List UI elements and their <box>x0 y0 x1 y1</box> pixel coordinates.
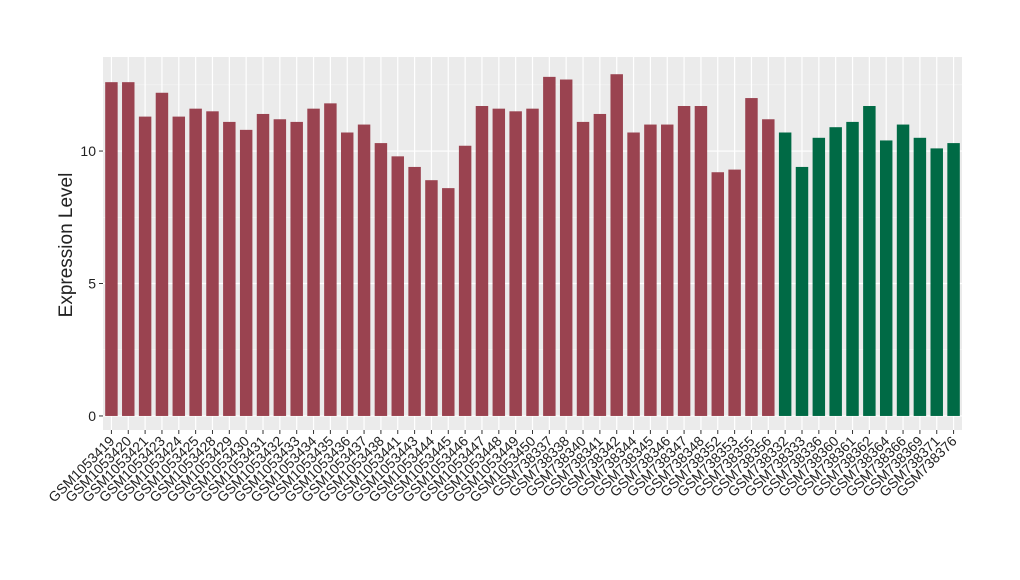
bar <box>307 108 320 416</box>
bar <box>122 82 135 416</box>
y-tick-label: 5 <box>88 276 96 292</box>
bar <box>408 166 421 416</box>
bar <box>627 132 640 416</box>
y-tick-label: 0 <box>88 408 96 424</box>
bar <box>879 140 893 416</box>
bar <box>863 106 876 416</box>
bar <box>795 166 809 416</box>
bar <box>425 180 438 416</box>
bar <box>593 113 607 416</box>
bar <box>290 121 303 416</box>
bar <box>526 108 539 416</box>
bar <box>256 113 270 416</box>
bar <box>206 111 219 416</box>
bar <box>172 116 186 416</box>
bar <box>391 156 404 416</box>
bar <box>105 82 118 416</box>
bar <box>778 132 792 416</box>
bar <box>947 143 960 416</box>
y-axis-title: Expression Level <box>56 173 77 318</box>
bar <box>374 143 388 416</box>
bar <box>913 137 927 416</box>
bar <box>762 119 775 416</box>
bar <box>273 119 287 416</box>
bar <box>711 172 725 416</box>
bar <box>559 79 573 416</box>
bar <box>324 103 337 416</box>
bar <box>576 121 590 416</box>
bar <box>728 169 741 416</box>
bar <box>829 127 842 416</box>
bar <box>644 124 657 416</box>
bar <box>442 188 455 416</box>
bar <box>896 124 910 416</box>
bar <box>357 124 371 416</box>
bar <box>509 111 522 416</box>
bar <box>677 106 691 416</box>
bar <box>745 98 758 416</box>
y-tick-label: 10 <box>80 143 96 159</box>
bar <box>930 148 943 416</box>
bar <box>661 124 674 416</box>
bar <box>189 108 202 416</box>
bar <box>610 74 623 416</box>
bar <box>340 132 354 416</box>
bar <box>223 121 236 416</box>
bar <box>155 92 169 416</box>
bar <box>475 106 489 416</box>
bar <box>138 116 152 416</box>
bar <box>812 137 826 416</box>
bar <box>846 121 859 416</box>
bar <box>543 76 556 416</box>
bar <box>458 145 472 416</box>
bar <box>694 106 708 416</box>
bar <box>492 108 506 416</box>
bar <box>239 129 253 416</box>
